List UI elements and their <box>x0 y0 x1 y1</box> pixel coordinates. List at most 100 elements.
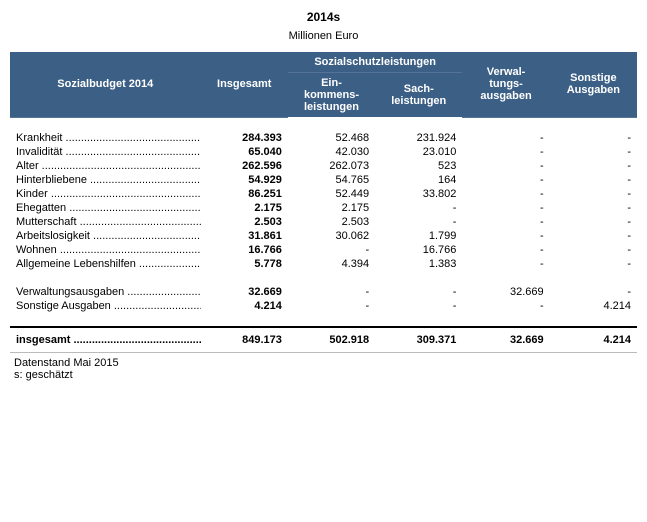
cell: - <box>462 145 549 159</box>
label: Invalidität <box>10 145 201 159</box>
table-row: Mutterschaft2.5032.503--- <box>10 215 637 229</box>
cell: 1.799 <box>375 229 462 243</box>
cell: - <box>550 201 637 215</box>
cell: - <box>288 285 375 299</box>
cell: 5.778 <box>201 257 288 271</box>
cell: 52.449 <box>288 187 375 201</box>
table-row: Wohnen16.766-16.766-- <box>10 243 637 257</box>
cell: - <box>375 201 462 215</box>
label: Arbeitslosigkeit <box>10 229 201 243</box>
cell: - <box>462 299 549 313</box>
label: Alter <box>10 159 201 173</box>
label: Verwaltungsausgaben <box>10 285 201 299</box>
cell: - <box>550 187 637 201</box>
table-row: Kinder86.25152.44933.802-- <box>10 187 637 201</box>
col-einkommen: Ein- kommens- leistungen <box>288 73 375 118</box>
cell: 65.040 <box>201 145 288 159</box>
cell: - <box>550 285 637 299</box>
cell: 849.173 <box>201 327 288 353</box>
cell: - <box>288 243 375 257</box>
cell: 309.371 <box>375 327 462 353</box>
cell: - <box>550 159 637 173</box>
table-row: Hinterbliebene54.92954.765164-- <box>10 173 637 187</box>
cell: - <box>462 131 549 145</box>
cell: 502.918 <box>288 327 375 353</box>
cell: 2.175 <box>288 201 375 215</box>
cell: 54.765 <box>288 173 375 187</box>
cell: 2.503 <box>288 215 375 229</box>
table-row: Krankheit284.39352.468231.924-- <box>10 131 637 145</box>
label: Krankheit <box>10 131 201 145</box>
cell: 284.393 <box>201 131 288 145</box>
cell: - <box>550 145 637 159</box>
cell: 262.596 <box>201 159 288 173</box>
cell: 16.766 <box>375 243 462 257</box>
cell: - <box>550 131 637 145</box>
cell: 231.924 <box>375 131 462 145</box>
cell: 4.214 <box>550 299 637 313</box>
cell: - <box>288 299 375 313</box>
cell: 52.468 <box>288 131 375 145</box>
cell: 4.214 <box>550 327 637 353</box>
cell: - <box>550 173 637 187</box>
table-row: Invalidität65.04042.03023.010-- <box>10 145 637 159</box>
cell: - <box>462 187 549 201</box>
table-row: Alter262.596262.073523-- <box>10 159 637 173</box>
label: Allgemeine Lebenshilfen <box>10 257 201 271</box>
cell: - <box>550 215 637 229</box>
label: Hinterbliebene <box>10 173 201 187</box>
title-area: 2014s Millionen Euro <box>10 10 637 42</box>
cell: - <box>462 159 549 173</box>
unit-label: Millionen Euro <box>10 30 637 42</box>
cell: - <box>375 299 462 313</box>
label: Ehegatten <box>10 201 201 215</box>
cell: 31.861 <box>201 229 288 243</box>
table-row: Arbeitslosigkeit31.86130.0621.799-- <box>10 229 637 243</box>
cell: 32.669 <box>201 285 288 299</box>
cell: 2.175 <box>201 201 288 215</box>
cell: - <box>375 285 462 299</box>
table-body: Krankheit284.39352.468231.924--Invalidit… <box>10 117 637 353</box>
cell: - <box>550 243 637 257</box>
label: insgesamt <box>10 327 201 353</box>
cell: 523 <box>375 159 462 173</box>
label: Kinder <box>10 187 201 201</box>
table-row: Ehegatten2.1752.175--- <box>10 201 637 215</box>
col-sonstige: Sonstige Ausgaben <box>550 52 637 117</box>
cell: - <box>462 215 549 229</box>
table-row: Sonstige Ausgaben4.214---4.214 <box>10 299 637 313</box>
cell: - <box>462 173 549 187</box>
year-label: 2014s <box>10 10 637 24</box>
col-group: Sozialschutzleistungen <box>288 52 463 73</box>
col-title: Sozialbudget 2014 <box>10 52 201 117</box>
cell: 1.383 <box>375 257 462 271</box>
cell: 164 <box>375 173 462 187</box>
col-insgesamt: Insgesamt <box>201 52 288 117</box>
cell: 54.929 <box>201 173 288 187</box>
footnote: s: geschätzt <box>14 369 637 381</box>
table-header: Sozialbudget 2014 Insgesamt Sozialschutz… <box>10 52 637 117</box>
cell: - <box>550 257 637 271</box>
cell: - <box>375 215 462 229</box>
cell: 32.669 <box>462 327 549 353</box>
table-row: Allgemeine Lebenshilfen5.7784.3941.383-- <box>10 257 637 271</box>
cell: - <box>462 243 549 257</box>
cell: 4.214 <box>201 299 288 313</box>
cell: 32.669 <box>462 285 549 299</box>
footnote: Datenstand Mai 2015 <box>14 357 637 369</box>
cell: 4.394 <box>288 257 375 271</box>
cell: - <box>462 201 549 215</box>
label: Wohnen <box>10 243 201 257</box>
col-sach: Sach- leistungen <box>375 73 462 118</box>
cell: 42.030 <box>288 145 375 159</box>
budget-table: Sozialbudget 2014 Insgesamt Sozialschutz… <box>10 52 637 353</box>
cell: 16.766 <box>201 243 288 257</box>
cell: 23.010 <box>375 145 462 159</box>
total-row: insgesamt849.173502.918309.37132.6694.21… <box>10 327 637 353</box>
label: Mutterschaft <box>10 215 201 229</box>
col-verwaltung: Verwal- tungs- ausgaben <box>462 52 549 117</box>
table-row: Verwaltungsausgaben32.669--32.669- <box>10 285 637 299</box>
footnotes: Datenstand Mai 2015 s: geschätzt <box>10 357 637 381</box>
cell: - <box>550 229 637 243</box>
cell: 33.802 <box>375 187 462 201</box>
